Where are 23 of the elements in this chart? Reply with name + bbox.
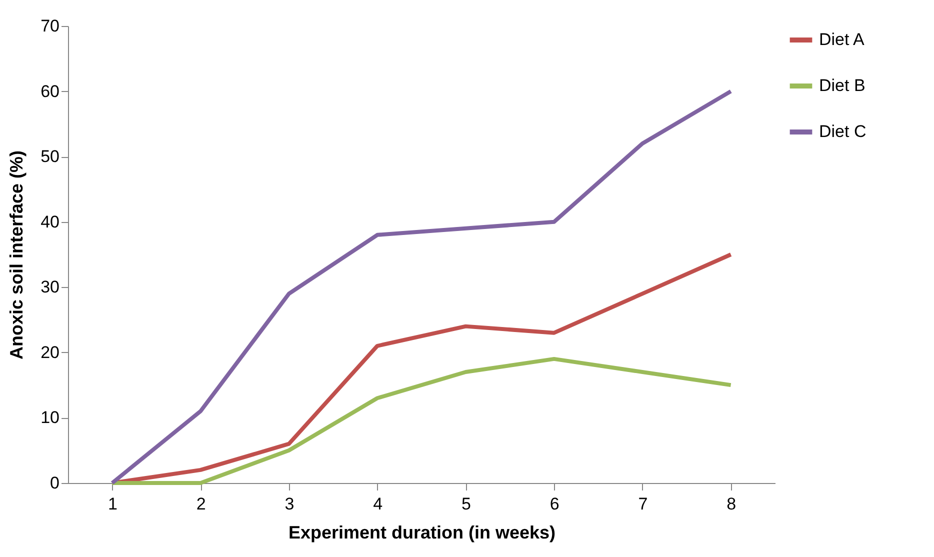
x-tick-label: 4 <box>373 494 383 514</box>
line-series <box>110 356 733 485</box>
x-tick-label: 7 <box>638 494 648 514</box>
y-tick-label: 60 <box>40 82 60 101</box>
x-tick-label: 6 <box>550 494 560 514</box>
y-tick-label: 20 <box>40 342 60 362</box>
y-axis-title: Anoxic soil interface (%) <box>6 150 27 360</box>
x-tick-label: 8 <box>726 494 736 514</box>
x-tick-label: 1 <box>108 494 118 514</box>
legend-label: Diet A <box>819 30 866 49</box>
line-series <box>110 89 733 485</box>
x-axis-title: Experiment duration (in weeks) <box>288 522 556 542</box>
legend-label: Diet B <box>819 76 866 95</box>
y-tick-label: 40 <box>40 212 60 232</box>
y-tick-label: 70 <box>40 16 60 36</box>
x-tick-label: 2 <box>196 494 206 514</box>
y-tick-label: 10 <box>40 408 60 428</box>
y-tick-label: 30 <box>40 278 60 297</box>
y-tick-label: 50 <box>40 147 60 166</box>
legend-label: Diet C <box>819 122 866 141</box>
y-tick-label: 0 <box>50 474 60 492</box>
x-tick-label: 5 <box>461 494 471 514</box>
x-tick-label: 3 <box>284 494 294 514</box>
